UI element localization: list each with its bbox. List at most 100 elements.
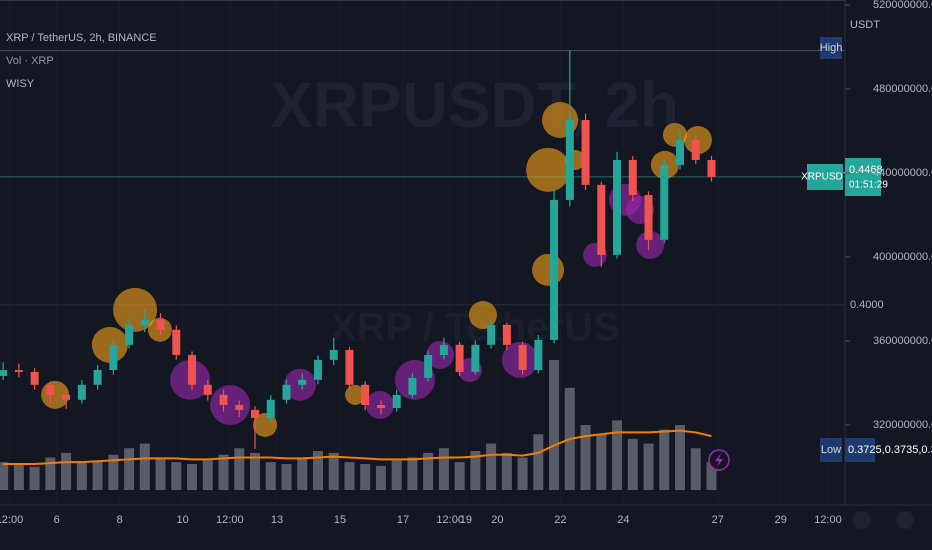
y-tick-label: 0.4000 bbox=[850, 299, 884, 311]
candle-body bbox=[361, 384, 370, 405]
volume-bar bbox=[29, 466, 40, 490]
candle-body bbox=[219, 394, 228, 405]
x-tick-label: 12:00 bbox=[814, 514, 842, 526]
volume-bar bbox=[675, 425, 685, 490]
candle-body bbox=[518, 344, 527, 370]
volume-bar bbox=[612, 420, 623, 490]
alert-icon[interactable] bbox=[708, 449, 730, 471]
watermark: XRPUSDT, 2h bbox=[270, 69, 679, 141]
y2-tick-label: 320000000.0 bbox=[873, 419, 932, 431]
candle-body bbox=[203, 384, 212, 395]
volume-bar bbox=[281, 464, 292, 490]
volume-bar bbox=[470, 451, 481, 490]
volume-bar bbox=[549, 360, 560, 490]
volume-bar bbox=[580, 425, 591, 490]
candle-body bbox=[266, 399, 275, 418]
volume-bar bbox=[139, 443, 150, 490]
y2-tick-label: 520000000.0 bbox=[873, 0, 932, 11]
candle-body bbox=[581, 120, 590, 185]
volume-bar bbox=[627, 438, 638, 490]
candle-body bbox=[282, 384, 291, 400]
volume-bar bbox=[344, 462, 355, 490]
candle-body bbox=[235, 404, 244, 410]
candle-body bbox=[376, 404, 385, 408]
candle-body bbox=[408, 377, 417, 395]
candle-body bbox=[455, 344, 464, 372]
volume-bar bbox=[659, 429, 670, 490]
price-label-box bbox=[845, 158, 881, 196]
x-tick-label: 15 bbox=[334, 514, 346, 526]
candle-body bbox=[140, 319, 149, 325]
volume-bar bbox=[391, 460, 402, 490]
low-price-box bbox=[845, 438, 875, 462]
x-tick-label: 12:00 bbox=[436, 514, 464, 526]
candle-body bbox=[424, 354, 433, 378]
candle-body bbox=[77, 384, 86, 400]
x-tick-label: 29 bbox=[775, 514, 787, 526]
candle-body bbox=[93, 369, 102, 385]
volume-bar bbox=[706, 462, 717, 490]
volume-bar bbox=[0, 462, 9, 490]
candle-body bbox=[707, 159, 716, 177]
candle-body bbox=[644, 194, 653, 240]
bubble bbox=[345, 384, 366, 405]
candle-body bbox=[565, 120, 574, 200]
volume-bar bbox=[108, 454, 119, 490]
candle-body bbox=[329, 350, 338, 360]
low-price: 0.3725,0.3735,0.369,0.364,0.362,0.364,0.… bbox=[848, 444, 932, 456]
indicator-label: Vol · XRP bbox=[6, 55, 54, 67]
volume-bar bbox=[407, 457, 418, 490]
volume-bar bbox=[61, 452, 72, 490]
volume-bar bbox=[643, 443, 654, 490]
auto-scale-button[interactable] bbox=[853, 511, 871, 529]
candle-body bbox=[298, 379, 307, 385]
countdown: 01:51:29 bbox=[849, 180, 888, 191]
volume-bar bbox=[92, 460, 103, 490]
bubble bbox=[210, 384, 251, 425]
volume-bar bbox=[690, 448, 701, 490]
candle-body bbox=[471, 344, 480, 372]
volume-bar bbox=[265, 462, 276, 490]
volume-bar bbox=[423, 452, 434, 490]
volume-bar bbox=[155, 457, 166, 490]
volume-bar bbox=[454, 462, 465, 490]
volume-bar bbox=[360, 464, 371, 490]
candle-body bbox=[550, 199, 559, 340]
volume-bar bbox=[124, 448, 135, 490]
candle-body bbox=[0, 369, 8, 377]
volume-bar bbox=[328, 452, 339, 490]
volume-bar bbox=[486, 443, 497, 490]
low-label-text: Low bbox=[821, 444, 841, 456]
volume-bar bbox=[250, 452, 260, 490]
y2-tick-label: 360000000.0 bbox=[873, 335, 932, 347]
volume-bar bbox=[202, 460, 213, 490]
chart-title: XRP / TetherUS, 2h, BINANCE bbox=[6, 32, 157, 44]
candle-body bbox=[628, 159, 637, 195]
candle-body bbox=[62, 394, 71, 400]
candle-body bbox=[46, 384, 55, 395]
x-tick-label: 19 bbox=[460, 514, 472, 526]
log-scale-button[interactable] bbox=[896, 511, 914, 529]
volume-bar bbox=[596, 434, 607, 490]
indicator-label: WISY bbox=[6, 78, 35, 90]
volume-bar bbox=[533, 434, 544, 490]
candle-body bbox=[676, 140, 684, 165]
candle-body bbox=[14, 369, 23, 372]
candle-body bbox=[156, 319, 165, 330]
bubble bbox=[468, 301, 497, 330]
currency-label: USDT bbox=[850, 19, 880, 31]
volume-bar bbox=[13, 464, 24, 490]
volume-bar bbox=[76, 462, 87, 490]
symbol-label: XRPUSDT 0.4468 01:51:29 bbox=[801, 158, 888, 196]
volume-bar bbox=[187, 464, 198, 490]
candle-body bbox=[597, 184, 606, 255]
candle-body bbox=[439, 344, 448, 355]
x-tick-label: 20 bbox=[491, 514, 503, 526]
candle-body bbox=[109, 344, 118, 370]
volume-bar bbox=[234, 448, 245, 490]
x-tick-label: 12:00 bbox=[0, 514, 23, 526]
candle-body bbox=[487, 324, 496, 345]
last-price: 0.4468 bbox=[849, 164, 883, 176]
volume-bar bbox=[312, 451, 323, 490]
